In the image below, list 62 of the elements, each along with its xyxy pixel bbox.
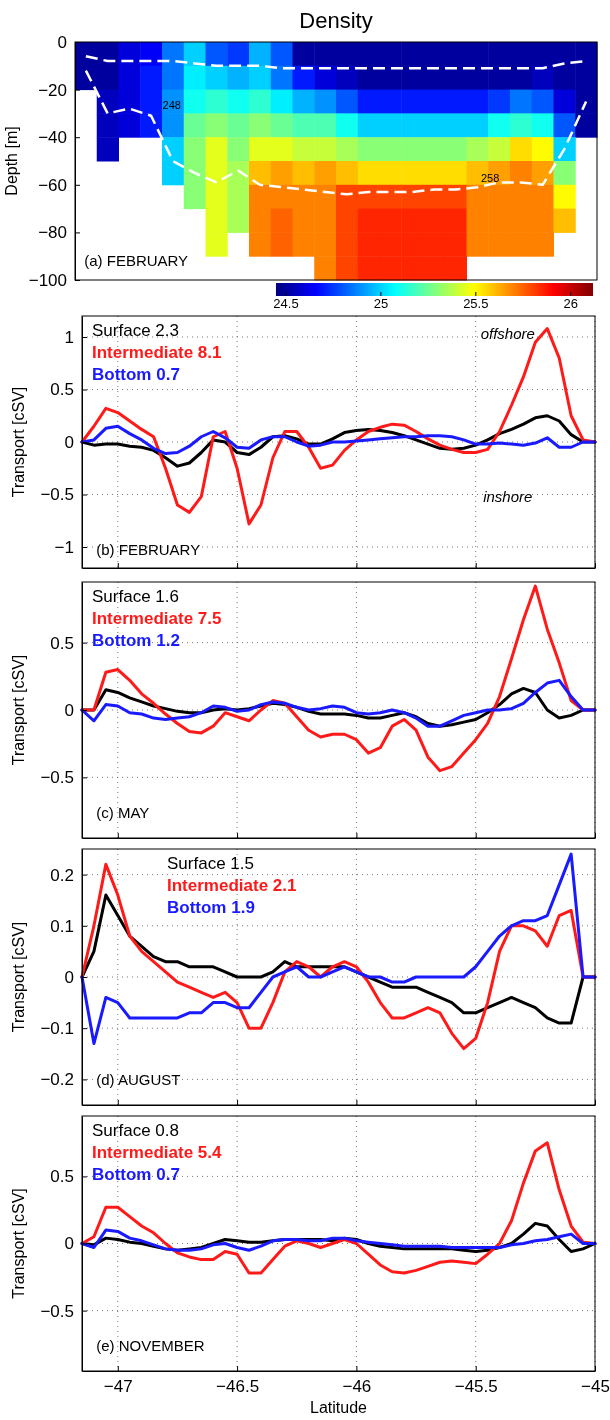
x-tick-label: −47	[103, 1377, 133, 1397]
annotation: 248	[162, 98, 181, 111]
annotation: offshore	[480, 324, 535, 342]
annotation: (b) FEBRUARY	[96, 541, 201, 559]
y-tick-label: −100	[28, 270, 67, 290]
line-series	[80, 678, 597, 728]
text: Intermediate 2.1	[167, 876, 297, 895]
y-tick-label: 0	[64, 432, 74, 452]
y-tick-label: 0.1	[50, 916, 74, 936]
text: Bottom 0.7	[92, 1165, 180, 1184]
color-bar-label: 25	[373, 296, 389, 312]
text: Bottom 0.7	[92, 365, 180, 384]
y-tick-label: −1	[54, 537, 74, 557]
annotation: 258	[480, 172, 500, 185]
y-tick-label: −0.5	[40, 485, 74, 505]
line-series	[80, 424, 597, 456]
y-axis-title: Transport [cSV]	[10, 1188, 27, 1299]
text: Intermediate 7.5	[92, 609, 222, 628]
y-tick-label: 0	[57, 32, 67, 52]
x-tick-label: −46.5	[216, 1377, 260, 1397]
x-axis-title: Latitude	[310, 1399, 368, 1416]
y-tick-label: 0	[64, 967, 74, 987]
text: Surface 2.3	[92, 321, 179, 340]
text: Surface 1.6	[92, 587, 179, 606]
text: Intermediate 8.1	[92, 343, 222, 362]
y-axis-title: Transport [cSV]	[10, 386, 27, 498]
text: Intermediate 5.4	[92, 1143, 222, 1162]
y-tick-label: −0.2	[40, 1070, 74, 1090]
y-tick-label: 0.5	[50, 633, 74, 653]
y-axis-title: Transport [cSV]	[10, 921, 27, 1033]
line-series	[80, 1228, 597, 1252]
y-tick-label: −80	[38, 223, 67, 243]
annotation: (e) NOVEMBER	[96, 1336, 205, 1354]
x-tick-label: −45	[581, 1377, 610, 1397]
y-tick-label: 0.2	[50, 865, 74, 885]
x-tick-label: −45.5	[454, 1377, 498, 1397]
y-axis-title: Transport [cSV]	[10, 654, 27, 766]
y-tick-label: 1	[64, 327, 74, 347]
annotation: (c) MAY	[96, 803, 150, 821]
y-tick-label: −0.5	[40, 768, 74, 788]
text: Surface 0.8	[92, 1121, 179, 1140]
annotation: (a) FEBRUARY	[84, 251, 189, 269]
color-bar-label: 25.5	[463, 296, 489, 312]
text: Surface 1.5	[167, 854, 254, 873]
y-tick-label: 0.5	[50, 380, 74, 400]
y-tick-label: −40	[38, 128, 67, 148]
y-tick-label: −60	[38, 175, 67, 195]
x-tick-label: −46	[342, 1377, 372, 1397]
annotation: inshore	[483, 488, 533, 506]
y-axis-title: Depth [m]	[3, 126, 20, 196]
y-tick-label: 0.5	[50, 1167, 74, 1187]
y-tick-label: −0.5	[40, 1301, 74, 1321]
chart-title: Density	[299, 8, 373, 33]
annotation: (d) AUGUST	[96, 1070, 181, 1088]
y-tick-label: 0	[64, 700, 74, 720]
y-tick-label: −20	[38, 80, 67, 100]
color-bar-label: 26	[563, 296, 578, 312]
y-tick-label: −0.1	[40, 1019, 74, 1039]
y-tick-label: 0	[64, 1234, 74, 1254]
text: Bottom 1.2	[92, 631, 180, 650]
color-bar-label: 24.5	[273, 296, 299, 312]
text: Bottom 1.9	[167, 898, 255, 917]
